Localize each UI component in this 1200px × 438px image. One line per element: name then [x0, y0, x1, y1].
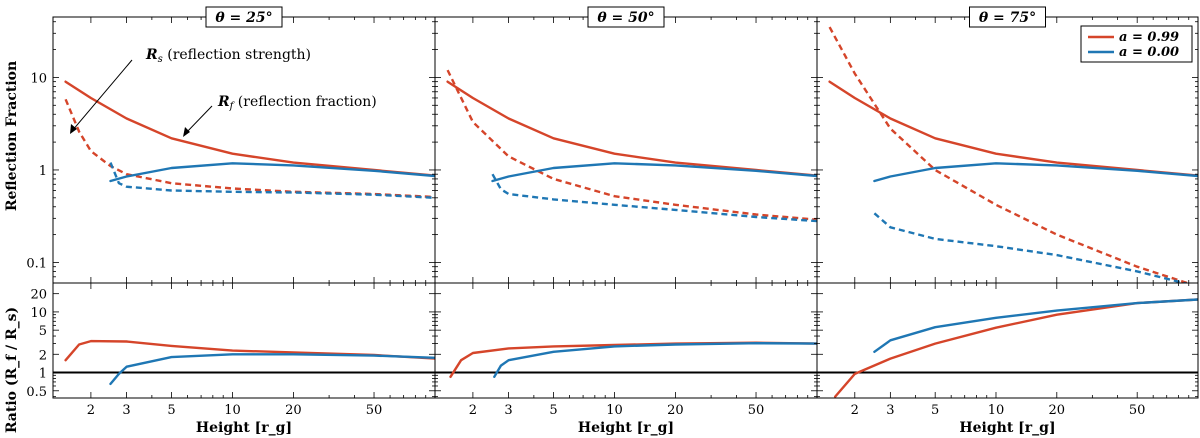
series-a000-rs-line — [491, 173, 817, 223]
panel-2: 2 3 5 10 20 50 Height [r_g] θ = 50° — [434, 6, 818, 436]
series-a000-rf-line — [109, 162, 435, 183]
x-tick-label: 2 — [87, 403, 95, 418]
annotation-arrow-rf — [184, 105, 213, 135]
top-plot-frame — [434, 16, 818, 284]
series-a099-rs-line — [64, 98, 435, 199]
panel-title: θ = 25° — [215, 10, 272, 26]
series-a000-rf-line — [491, 162, 817, 183]
series-a000-ratio-line — [873, 298, 1198, 353]
top-y-tick-label: 0.1 — [26, 256, 47, 271]
x-tick-label: 5 — [549, 403, 557, 418]
series-a099-rs-line — [828, 26, 1192, 283]
legend-label-a099: a = 0.99 — [1119, 30, 1179, 45]
x-axis-label: Height [r_g] — [578, 420, 674, 436]
x-tick-label: 20 — [285, 403, 302, 418]
panel-title-box — [587, 6, 665, 28]
x-tick-label: 10 — [606, 403, 623, 418]
series-a099-ratio-line — [64, 339, 435, 362]
annotation-rf-label: Rf (reflection fraction) — [217, 94, 377, 112]
x-tick-label: 2 — [851, 403, 859, 418]
panel-title: θ = 50° — [597, 10, 654, 26]
x-tick-label: 3 — [122, 403, 130, 418]
bottom-plot-frame — [434, 282, 818, 399]
bottom-y-tick-label: 20 — [30, 288, 47, 303]
x-tick-label: 3 — [886, 403, 894, 418]
series-a099-rf-line — [446, 80, 817, 177]
bottom-y-tick-label: 2 — [39, 348, 47, 363]
x-tick-label: 50 — [1129, 403, 1146, 418]
annotation-rs-label: Rs (reflection strength) — [145, 47, 311, 65]
panel-3: 2 3 5 10 20 50 Height [r_g] θ = 75° — [816, 6, 1199, 436]
series-a000-ratio-line — [109, 353, 435, 386]
bottom-y-tick-label: 1 — [39, 367, 47, 382]
x-tick-label: 5 — [167, 403, 175, 418]
legend-label-a000: a = 0.00 — [1119, 45, 1179, 60]
top-y-tick-label: 1 — [39, 164, 47, 179]
bottom-y-tick-label: 0.5 — [26, 385, 47, 400]
x-tick-label: 5 — [931, 403, 939, 418]
x-tick-label: 20 — [667, 403, 684, 418]
bottom-plot-frame — [816, 282, 1199, 399]
series-a099-rs-line — [446, 69, 817, 221]
series-a099-ratio-line — [834, 298, 1198, 398]
x-axis-label: Height [r_g] — [959, 420, 1055, 436]
x-tick-label: 10 — [224, 403, 241, 418]
bottom-y-axis-label: Ratio (R_f / R_s) — [4, 307, 20, 433]
annotations: Rs (reflection strength) Rf (reflection … — [70, 47, 377, 137]
x-tick-label: 20 — [1049, 403, 1066, 418]
legend-box — [1080, 25, 1193, 63]
annotation-arrowhead-rs — [70, 124, 77, 134]
series-a000-rs-line — [873, 212, 1189, 283]
top-y-axis-label: Reflection Fraction — [4, 61, 20, 211]
bottom-y-tick-label: 10 — [30, 306, 47, 321]
x-tick-label: 2 — [469, 403, 477, 418]
annotation-arrow-rs — [71, 59, 133, 132]
x-axis-label: Height [r_g] — [196, 420, 292, 436]
panel-title: θ = 75° — [979, 10, 1036, 26]
series-a000-ratio-line — [493, 342, 817, 378]
panel-title-box — [205, 6, 283, 28]
panel-1: 2 3 5 10 20 50 0.1 1 10 0.5 1 2 5 10 20 Height [r_g] θ =… — [26, 6, 436, 436]
series-a000-rs-line — [109, 162, 435, 199]
legend: a = 0.99 a = 0.00 — [1080, 25, 1193, 63]
series-a000-rf-line — [873, 162, 1198, 183]
annotation-arrowhead-rf — [183, 127, 190, 137]
x-tick-label: 50 — [366, 403, 383, 418]
x-tick-label: 3 — [504, 403, 512, 418]
bottom-y-tick-label: 5 — [39, 324, 47, 339]
top-y-tick-label: 10 — [30, 71, 47, 86]
x-tick-label: 10 — [988, 403, 1005, 418]
x-tick-label: 50 — [748, 403, 765, 418]
panel-title-box — [969, 6, 1046, 28]
series-a099-rf-line — [828, 80, 1198, 177]
